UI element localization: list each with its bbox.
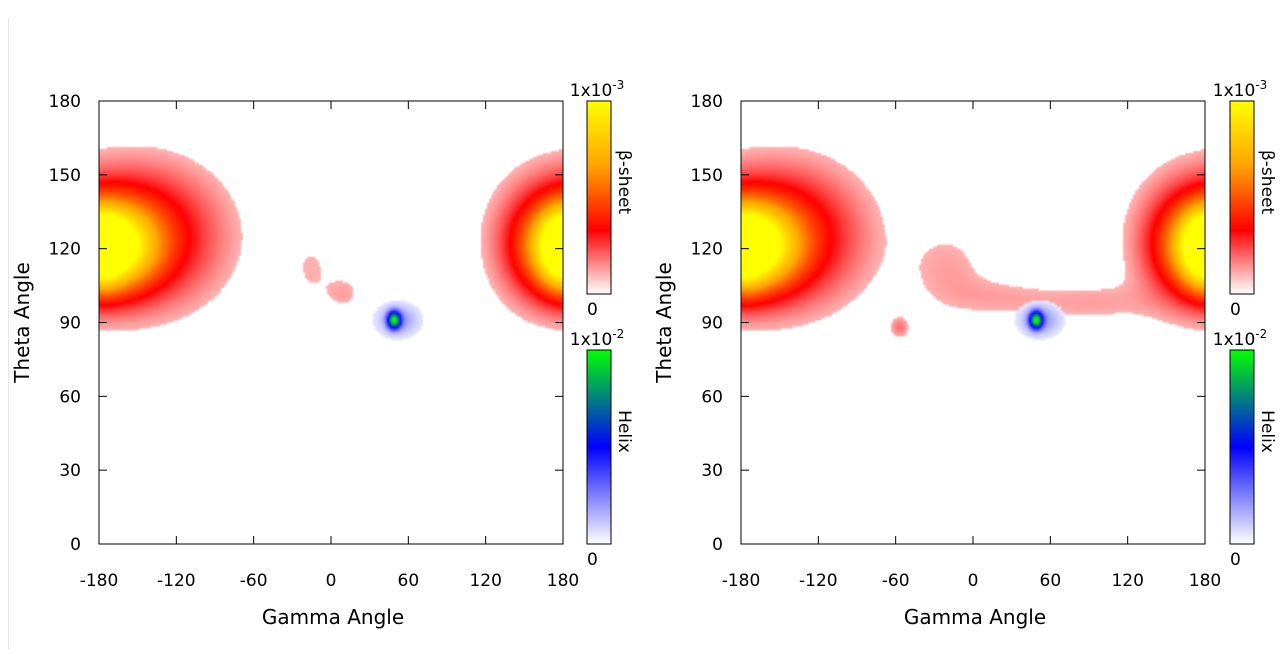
- helix-colorbar: [1229, 349, 1255, 545]
- x-tick-label: -180: [722, 571, 761, 591]
- sheet-series-name: β-sheet: [1257, 150, 1277, 215]
- heatmap-density-image: [741, 101, 1205, 544]
- x-tick-label: 60: [1040, 571, 1062, 591]
- y-tick-label: 0: [70, 535, 81, 555]
- y-tick-label: 60: [59, 387, 81, 407]
- sheet-colorbar: [586, 100, 612, 295]
- sheet-colorbar-min-label: 0: [587, 300, 598, 320]
- sheet-colorbar-min-label: 0: [1230, 300, 1241, 320]
- x-tick-label: 120: [469, 571, 501, 591]
- sheet-colorbar-max-label: 1x10-3: [570, 78, 624, 101]
- x-tick-label: -60: [240, 571, 268, 591]
- heatmap-panel-2: -180 -120 -60 0 60 120 180 0 30 60 90 120 150 180 Gamm…: [652, 78, 1277, 629]
- y-tick-label: 120: [691, 240, 723, 260]
- y-axis-label: Theta Angle: [652, 262, 676, 384]
- y-tick-label: 30: [59, 461, 81, 481]
- heatmap-panel-1: -180 -120 -60 0 60 120 180 0 30 60 90 120 150 180 Gamm…: [10, 78, 634, 629]
- x-axis-label: Gamma Angle: [904, 605, 1046, 629]
- helix-colorbar-min-label: 0: [587, 550, 598, 570]
- heatmap-density-image: [99, 101, 563, 544]
- y-tick-label: 0: [712, 535, 723, 555]
- x-tick-label: 180: [547, 571, 579, 591]
- y-tick-label: 180: [691, 92, 723, 112]
- x-tick-label: 120: [1111, 571, 1143, 591]
- y-tick-label: 180: [49, 92, 81, 112]
- x-tick-label: -120: [157, 571, 196, 591]
- x-tick-label: 180: [1189, 571, 1221, 591]
- x-tick-label: -60: [882, 571, 910, 591]
- sheet-colorbar: [1229, 100, 1255, 295]
- x-tick-label: 0: [968, 571, 979, 591]
- y-tick-label: 120: [49, 240, 81, 260]
- y-tick-label: 150: [49, 166, 81, 186]
- y-tick-label: 90: [701, 314, 723, 334]
- helix-colorbar-max-label: 1x10-2: [1213, 327, 1267, 350]
- sheet-colorbar-max-label: 1x10-3: [1213, 78, 1267, 101]
- helix-colorbar: [586, 349, 612, 545]
- helix-colorbar-min-label: 0: [1230, 550, 1241, 570]
- x-tick-label: 60: [398, 571, 420, 591]
- y-tick-label: 30: [701, 461, 723, 481]
- helix-colorbar-max-label: 1x10-2: [570, 327, 624, 350]
- x-tick-label: -180: [80, 571, 119, 591]
- x-axis-label: Gamma Angle: [262, 605, 404, 629]
- y-tick-label: 150: [691, 166, 723, 186]
- y-tick-label: 90: [59, 314, 81, 334]
- page-divider: [8, 18, 9, 650]
- y-axis-label: Theta Angle: [10, 262, 34, 384]
- x-tick-label: 0: [326, 571, 337, 591]
- helix-series-name: Helix: [614, 410, 634, 453]
- sheet-series-name: β-sheet: [614, 150, 634, 215]
- helix-series-name: Helix: [1257, 410, 1277, 453]
- y-tick-label: 60: [701, 387, 723, 407]
- x-tick-label: -120: [799, 571, 838, 591]
